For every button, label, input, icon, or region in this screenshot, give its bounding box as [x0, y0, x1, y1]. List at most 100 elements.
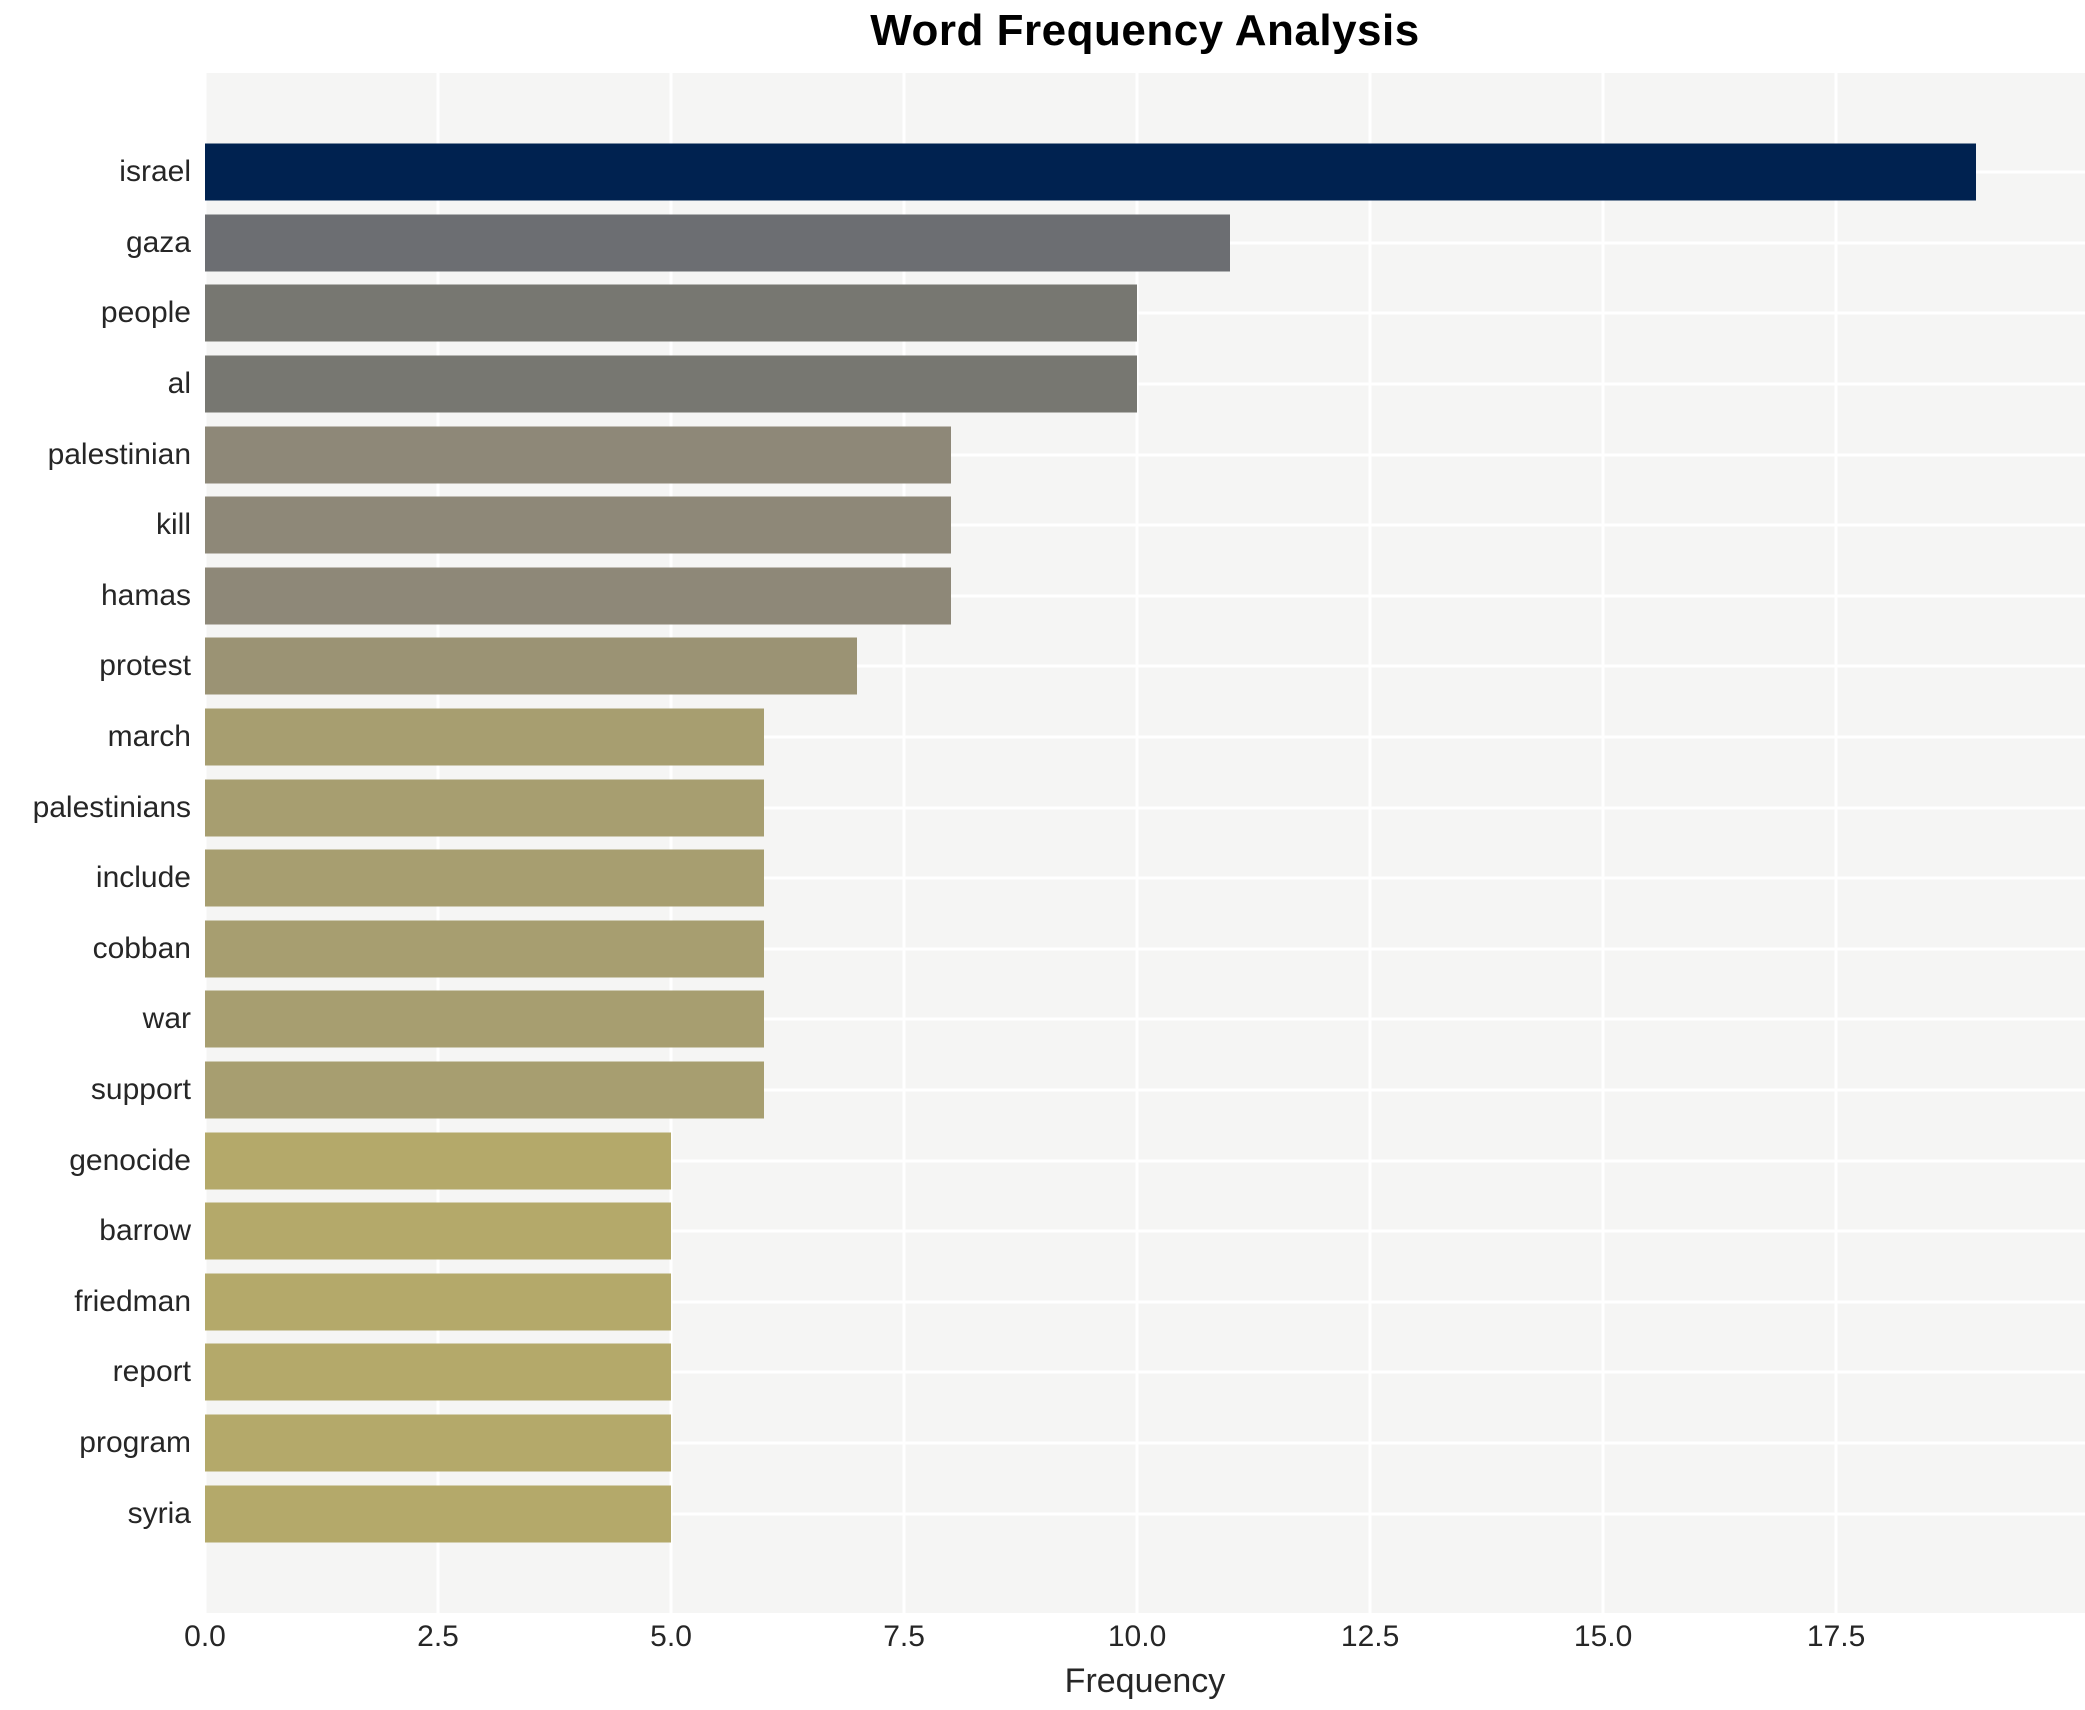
- bar-row: people: [0, 278, 2085, 349]
- category-label-report: report: [112, 1355, 191, 1389]
- category-label-al: al: [167, 367, 191, 401]
- gridline-v: [436, 73, 440, 1613]
- category-label-barrow: barrow: [99, 1214, 191, 1248]
- x-axis: 0.0 2.5 5.0 7.5 10.0 12.5 15.0 17.5: [184, 1620, 2085, 1662]
- bar-track: [205, 702, 2085, 773]
- bar-israel: [205, 143, 1976, 201]
- bar-row: include: [0, 843, 2085, 914]
- gridline-h: [205, 1512, 2085, 1516]
- x-tick-label: 15.0: [1573, 1620, 1633, 1653]
- category-label-war: war: [142, 1002, 191, 1036]
- rows-layer: israel gaza people al palestinian kill hamas pr…: [0, 73, 2085, 1613]
- x-tick-label: 0.0: [184, 1620, 226, 1653]
- bar-track: [205, 1478, 2085, 1549]
- gridline-v: [902, 73, 906, 1613]
- bar-protest: [205, 637, 858, 695]
- bar-row: protest: [0, 631, 2085, 702]
- gridline-h: [205, 311, 2085, 315]
- bar-row: report: [0, 1337, 2085, 1408]
- gridline-h: [205, 1370, 2085, 1374]
- bar-support: [205, 1061, 765, 1119]
- bar-row: friedman: [0, 1267, 2085, 1338]
- category-label-friedman: friedman: [74, 1284, 191, 1318]
- category-label-people: people: [100, 296, 191, 330]
- bar-kill: [205, 496, 951, 554]
- bar-people: [205, 284, 1138, 342]
- bar-syria: [205, 1485, 672, 1543]
- category-label-israel: israel: [119, 155, 191, 189]
- bar-track: [205, 1125, 2085, 1196]
- bar-row: israel: [0, 137, 2085, 208]
- gridline-h: [205, 1159, 2085, 1163]
- bar-track: [205, 843, 2085, 914]
- gridline-h: [205, 453, 2085, 457]
- gridline-h: [205, 664, 2085, 668]
- category-label-kill: kill: [156, 508, 191, 542]
- bar-track: [205, 1196, 2085, 1267]
- bar-palestinian: [205, 426, 951, 484]
- bar-row: hamas: [0, 561, 2085, 632]
- bar-hamas: [205, 567, 951, 625]
- gridline-h: [205, 382, 2085, 386]
- bar-report: [205, 1343, 672, 1401]
- gridline-h: [205, 806, 2085, 810]
- bar-barrow: [205, 1202, 672, 1260]
- bar-war: [205, 990, 765, 1048]
- category-label-cobban: cobban: [92, 931, 191, 965]
- bar-track: [205, 349, 2085, 420]
- x-tick-label: 7.5: [883, 1620, 925, 1653]
- bar-row: program: [0, 1408, 2085, 1479]
- bar-row: barrow: [0, 1196, 2085, 1267]
- gridline-v: [1601, 73, 1605, 1613]
- bar-row: genocide: [0, 1125, 2085, 1196]
- bar-track: [205, 772, 2085, 843]
- bar-track: [205, 631, 2085, 702]
- category-label-syria: syria: [127, 1496, 191, 1530]
- category-label-palestinians: palestinians: [32, 790, 191, 824]
- bar-cobban: [205, 920, 765, 978]
- bar-row: palestinian: [0, 419, 2085, 490]
- bar-track: [205, 1408, 2085, 1479]
- bar-track: [205, 278, 2085, 349]
- x-axis-label: Frequency: [1064, 1662, 1226, 1700]
- bar-row: kill: [0, 490, 2085, 561]
- gridline-h: [205, 1088, 2085, 1092]
- chart-title: Word Frequency Analysis: [870, 6, 1420, 55]
- bar-program: [205, 1414, 672, 1472]
- bar-row: march: [0, 702, 2085, 773]
- bar-row: syria: [0, 1478, 2085, 1549]
- gridline-v: [1834, 73, 1838, 1613]
- category-label-genocide: genocide: [69, 1143, 191, 1177]
- bar-track: [205, 137, 2085, 208]
- x-tick-label: 10.0: [1107, 1620, 1167, 1653]
- bar-march: [205, 708, 765, 766]
- bar-track: [205, 490, 2085, 561]
- bar-palestinians: [205, 779, 765, 837]
- bar-al: [205, 355, 1138, 413]
- gridline-h: [205, 1300, 2085, 1304]
- bar-row: al: [0, 349, 2085, 420]
- bar-genocide: [205, 1132, 672, 1190]
- gridline-h: [205, 735, 2085, 739]
- bar-friedman: [205, 1273, 672, 1331]
- gridline-h: [205, 876, 2085, 880]
- gridline-h: [205, 523, 2085, 527]
- gridline-h: [205, 947, 2085, 951]
- category-label-march: march: [107, 720, 191, 754]
- category-label-gaza: gaza: [125, 225, 191, 259]
- gridline-v: [1135, 73, 1139, 1613]
- x-tick-label: 17.5: [1806, 1620, 1866, 1653]
- gridline-h: [205, 1017, 2085, 1021]
- gridline-v: [203, 73, 207, 1613]
- bar-track: [205, 914, 2085, 985]
- category-label-protest: protest: [99, 649, 191, 683]
- gridline-v: [669, 73, 673, 1613]
- gridline-h: [205, 594, 2085, 598]
- bar-row: gaza: [0, 208, 2085, 279]
- x-tick-label: 5.0: [650, 1620, 692, 1653]
- x-tick-label: 2.5: [417, 1620, 459, 1653]
- category-label-support: support: [90, 1073, 191, 1107]
- bar-track: [205, 561, 2085, 632]
- bar-track: [205, 1055, 2085, 1126]
